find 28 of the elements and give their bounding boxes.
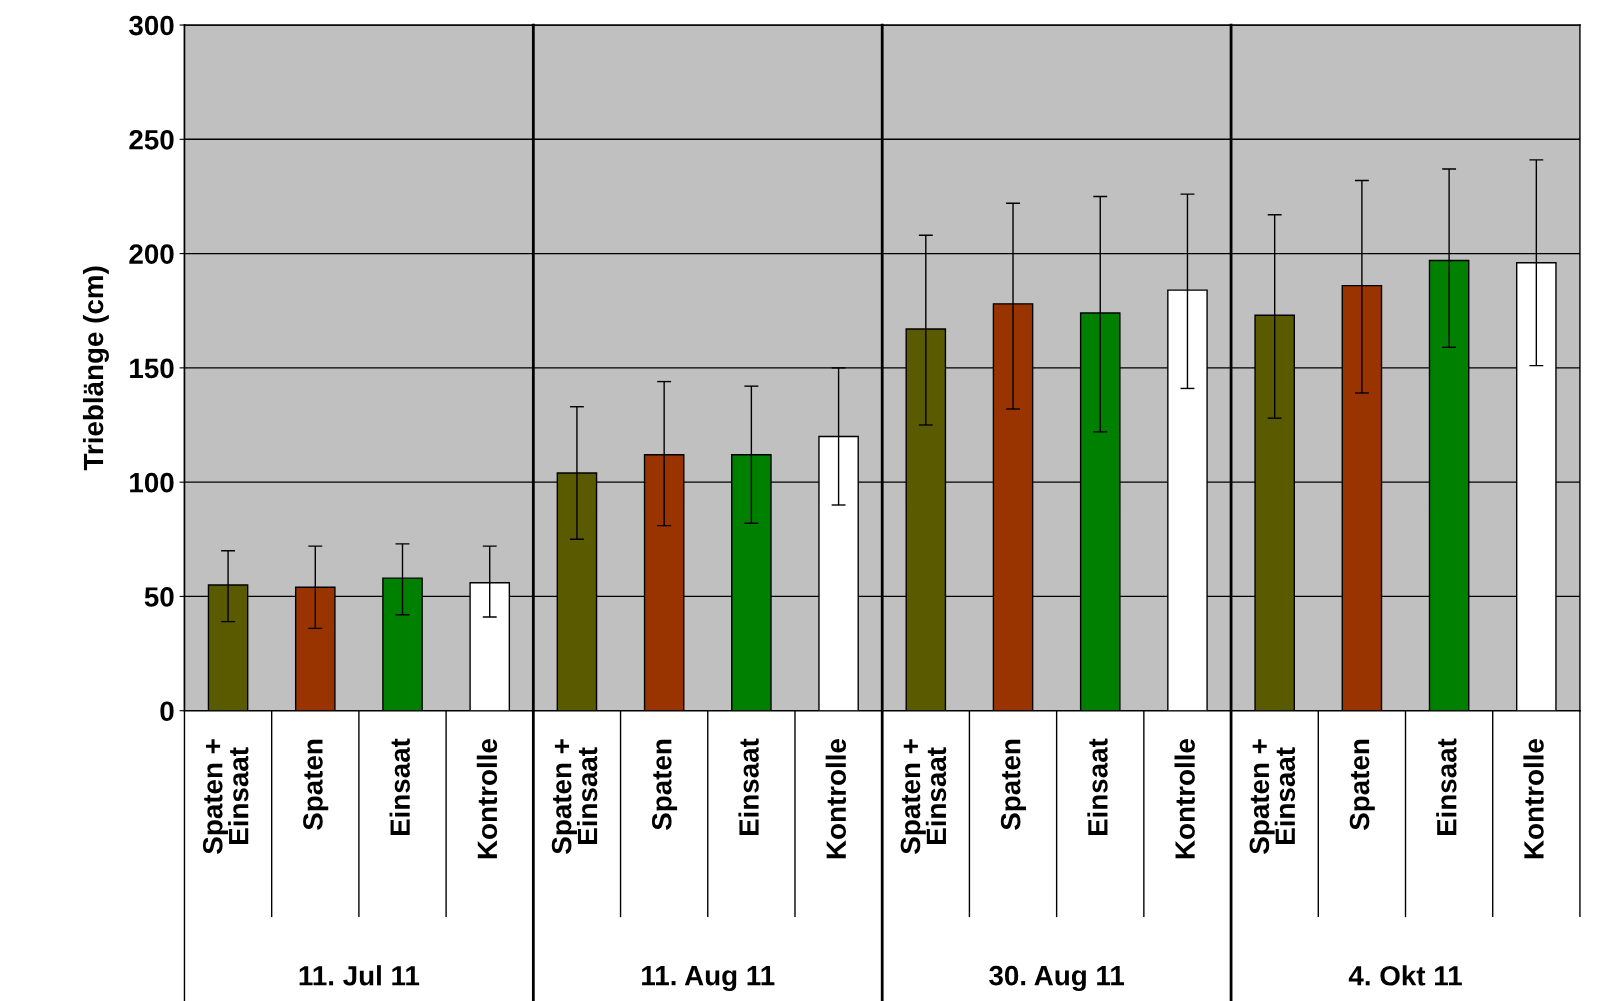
x-tick-label: Spaten + Einsaat (551, 739, 598, 854)
y-tick-label: 200 (129, 244, 174, 264)
y-axis-title: Trieblänge (cm) (82, 266, 109, 471)
x-tick-label: Spaten + Einsaat (202, 739, 249, 854)
x-tick-label: Kontrolle (1174, 739, 1195, 859)
x-tick-label: Kontrolle (476, 739, 498, 859)
x-tick-label: Kontrolle (1523, 739, 1544, 859)
y-tick-label: 0 (160, 701, 174, 722)
x-tick-label: Einsaat (1436, 738, 1457, 836)
x-tick-label: Spaten (1000, 739, 1026, 830)
x-tick-label: Spaten + Einsaat (1249, 739, 1296, 854)
y-tick-label: 100 (130, 472, 174, 493)
y-tick-label: 50 (144, 587, 174, 607)
x-tick-label: Einsaat (389, 738, 410, 836)
x-tick-label: Spaten (651, 739, 678, 830)
x-tick-label: Spaten (1349, 739, 1375, 830)
x-tick-label: Spaten + Einsaat (900, 739, 947, 854)
text: 30. Aug 11 (989, 965, 1125, 992)
x-tick-label: Einsaat (738, 738, 759, 836)
text: 4. Okt 11 (1348, 965, 1462, 986)
text: 11. Jul 11 (299, 965, 420, 986)
x-tick-label: Kontrolle (825, 739, 847, 859)
text: 11. Aug 11 (642, 966, 775, 992)
x-tick-label: Einsaat (1087, 738, 1108, 836)
y-tick-label: 300 (129, 15, 174, 36)
y-tick-label: 150 (130, 358, 174, 379)
y-tick-label: 250 (129, 129, 174, 150)
x-tick-label: Spaten (303, 739, 329, 830)
